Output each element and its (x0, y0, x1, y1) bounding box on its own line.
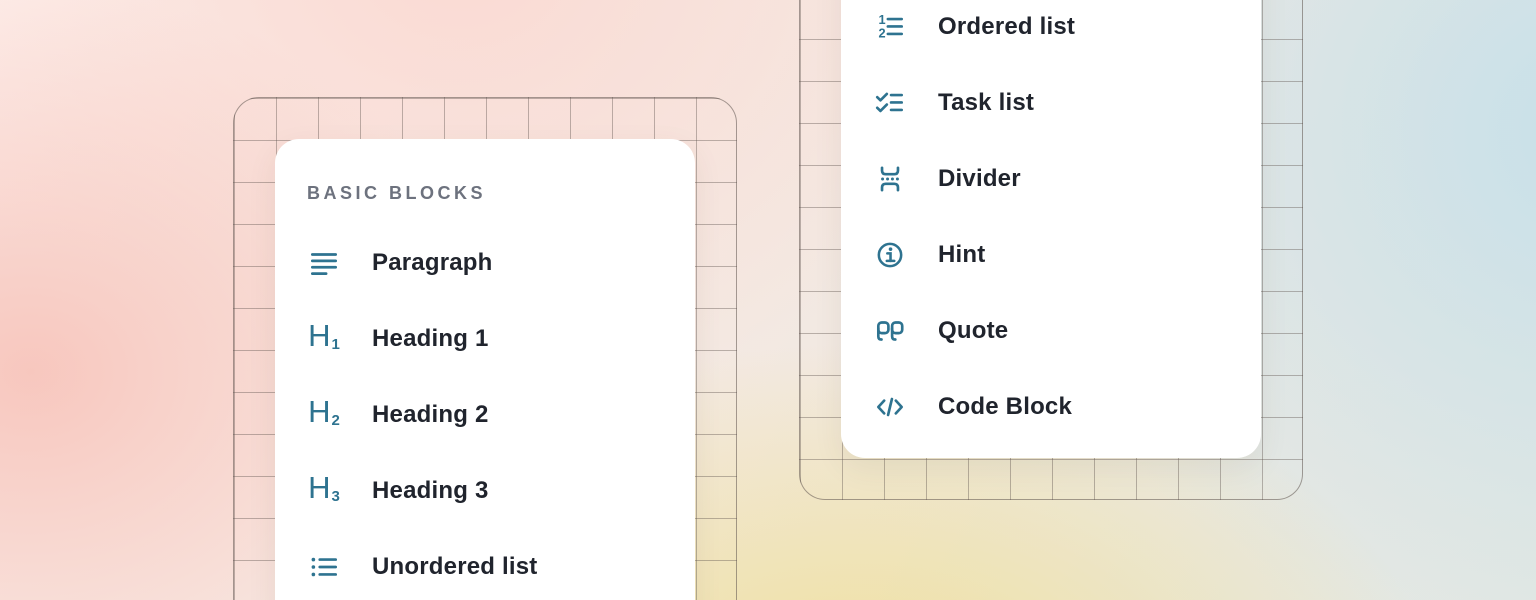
divider-icon (873, 162, 907, 196)
svg-text:2: 2 (878, 26, 885, 41)
section-title: BASIC BLOCKS (307, 183, 487, 203)
menu-item-label: Quote (938, 317, 1009, 344)
task-list-icon (873, 86, 907, 120)
quote-icon (873, 314, 907, 348)
menu-item-task-list[interactable]: Task list (841, 65, 1261, 141)
menu-item-label: Unordered list (372, 553, 538, 580)
menu-item-unordered-list[interactable]: Unordered list (275, 529, 695, 600)
menu-item-label: Heading 1 (372, 325, 489, 352)
menu-item-label: Hint (938, 241, 986, 268)
hint-icon (873, 238, 907, 272)
menu-item-paragraph[interactable]: Paragraph (275, 225, 695, 301)
menu-item-label: Divider (938, 165, 1021, 192)
unordered-list-icon (307, 550, 341, 584)
menu-item-label: Heading 2 (372, 401, 489, 428)
menu-item-ordered-list[interactable]: 1 2 Ordered list (841, 0, 1261, 65)
menu-item-label: Paragraph (372, 249, 493, 276)
ordered-list-icon: 1 2 (873, 10, 907, 44)
menu-item-label: Ordered list (938, 13, 1076, 40)
menu-item-hint[interactable]: Hint (841, 217, 1261, 293)
code-block-icon (873, 390, 907, 424)
menu-item-code-block[interactable]: Code Block (841, 369, 1261, 445)
menu-item-divider[interactable]: Divider (841, 141, 1261, 217)
menu-item-label: Heading 3 (372, 477, 489, 504)
block-menu-more-card: 1 2 Ordered list Task list (841, 0, 1261, 458)
paragraph-icon (307, 246, 341, 280)
menu-item-quote[interactable]: Quote (841, 293, 1261, 369)
menu-item-label: Task list (938, 89, 1035, 116)
menu-item-label: Code Block (938, 393, 1073, 420)
svg-text:1: 1 (878, 12, 885, 27)
